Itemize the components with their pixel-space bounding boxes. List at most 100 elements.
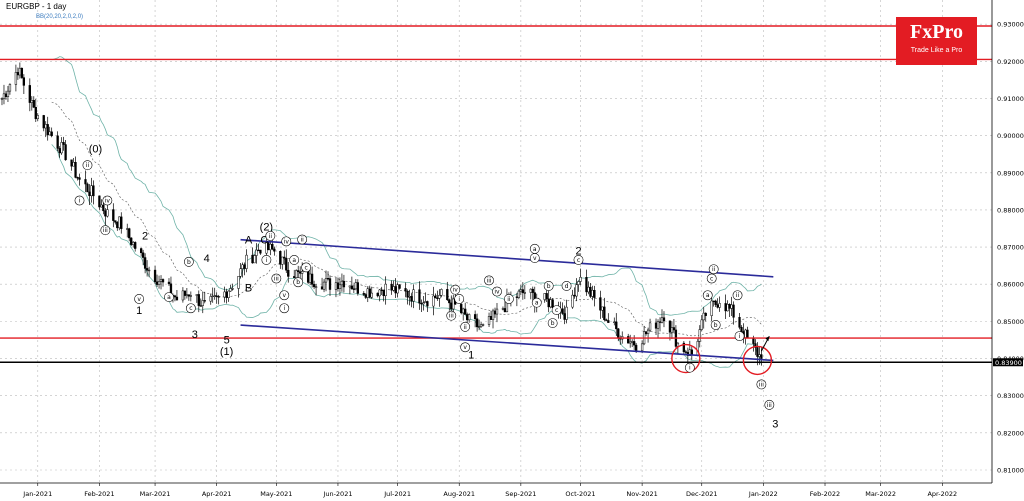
channel-line [240,324,774,362]
candle-body [157,281,161,285]
candle-body [64,144,67,161]
wave-label: 4 [204,253,210,265]
candle-body [348,285,352,288]
wave-label-small: b [551,320,555,327]
candle-body [336,282,340,290]
candle-body [549,299,552,308]
candle-body [16,72,20,76]
candle-body [627,336,630,344]
x-tick-label: Jan-2021 [22,490,52,498]
candle-body [448,299,451,304]
y-tick-label: 0.84000 [997,355,1024,363]
current-price-tag [993,358,1023,367]
candle-body [126,228,129,230]
wave-circle [706,273,717,284]
wave-label-small: iii [103,227,108,234]
candle-body [356,282,359,294]
y-tick-label: 0.93000 [997,21,1024,29]
candle-body [147,269,151,272]
candle-body [450,302,453,310]
candle-body [475,318,479,328]
candle-body [718,303,721,308]
candle-body [134,242,137,249]
candle-body [259,249,262,254]
wave-circle [734,331,745,341]
x-tick-label: Mar-2021 [140,490,171,498]
candle-body [92,185,95,197]
wave-label-small: b [714,322,718,329]
candle-body [287,269,290,277]
candle-body [607,320,610,323]
wave-circle [82,160,93,171]
candle-body [120,216,123,229]
candle-body [257,249,260,252]
wave-label-small: iv [453,287,459,294]
candle-body [587,286,590,293]
wave-circle [504,294,514,304]
candle-body [209,296,212,302]
candle-body [424,301,427,303]
logo-wordmark: FxPro [910,21,963,43]
candle-body [571,294,574,308]
wave-label-small: c [555,307,558,314]
wave-label: C [260,234,268,246]
wave-label-small: iii [759,381,764,388]
wave-circle [684,362,695,373]
candle-body [100,204,103,208]
wave-label-small: iii [487,277,492,284]
candle-body [599,297,602,311]
wave-circle [164,292,174,302]
wave-circle [492,286,502,297]
wave-label-small: c [710,276,713,283]
y-tick-label: 0.88000 [997,206,1024,214]
candle-body [698,329,701,342]
candle-body [738,317,741,328]
wave-label-small: a [706,292,710,299]
candle-body [603,306,606,321]
wave-label: 3 [772,418,778,430]
candle-body [229,288,232,292]
wave-circle [100,225,111,236]
candlestick-series [0,62,763,366]
candle-body [521,289,524,293]
candle-body [116,221,119,229]
candle-body [354,282,357,290]
candle-body [72,162,75,167]
candle-body [2,93,6,99]
candle-body [106,209,109,217]
wave-circle [551,305,562,315]
candle-body [615,321,618,330]
wave-circle [74,195,85,206]
candle-body [320,286,324,290]
candle-body [6,90,10,97]
candle-body [273,248,276,252]
candle-body [32,100,35,108]
candle-body [704,312,707,316]
candle-body [473,314,477,320]
horizontal-levels: 0.83900 [0,25,1023,367]
candle-body [724,303,727,312]
candle-body [239,268,242,277]
candle-body [112,209,115,221]
candle-body [201,300,204,306]
candle-body [189,295,192,297]
candle-body [48,131,51,136]
candle-body [452,298,455,310]
candle-body [301,271,304,274]
candle-body [159,279,163,282]
candle-body [756,347,759,357]
wave-circle [301,262,312,273]
candle-body [18,67,22,76]
candle-body [561,308,564,314]
wave-label-small: a [167,294,171,301]
wave-label-small: a [292,257,296,264]
candle-body [758,354,761,357]
wave-label-small: i [79,197,81,204]
candle-body [434,295,437,299]
candle-body [422,302,425,305]
y-tick-label: 0.91000 [997,95,1024,103]
candle-body [245,254,248,269]
y-tick-label: 0.81000 [997,466,1024,474]
y-tick-label: 0.83000 [997,392,1024,400]
